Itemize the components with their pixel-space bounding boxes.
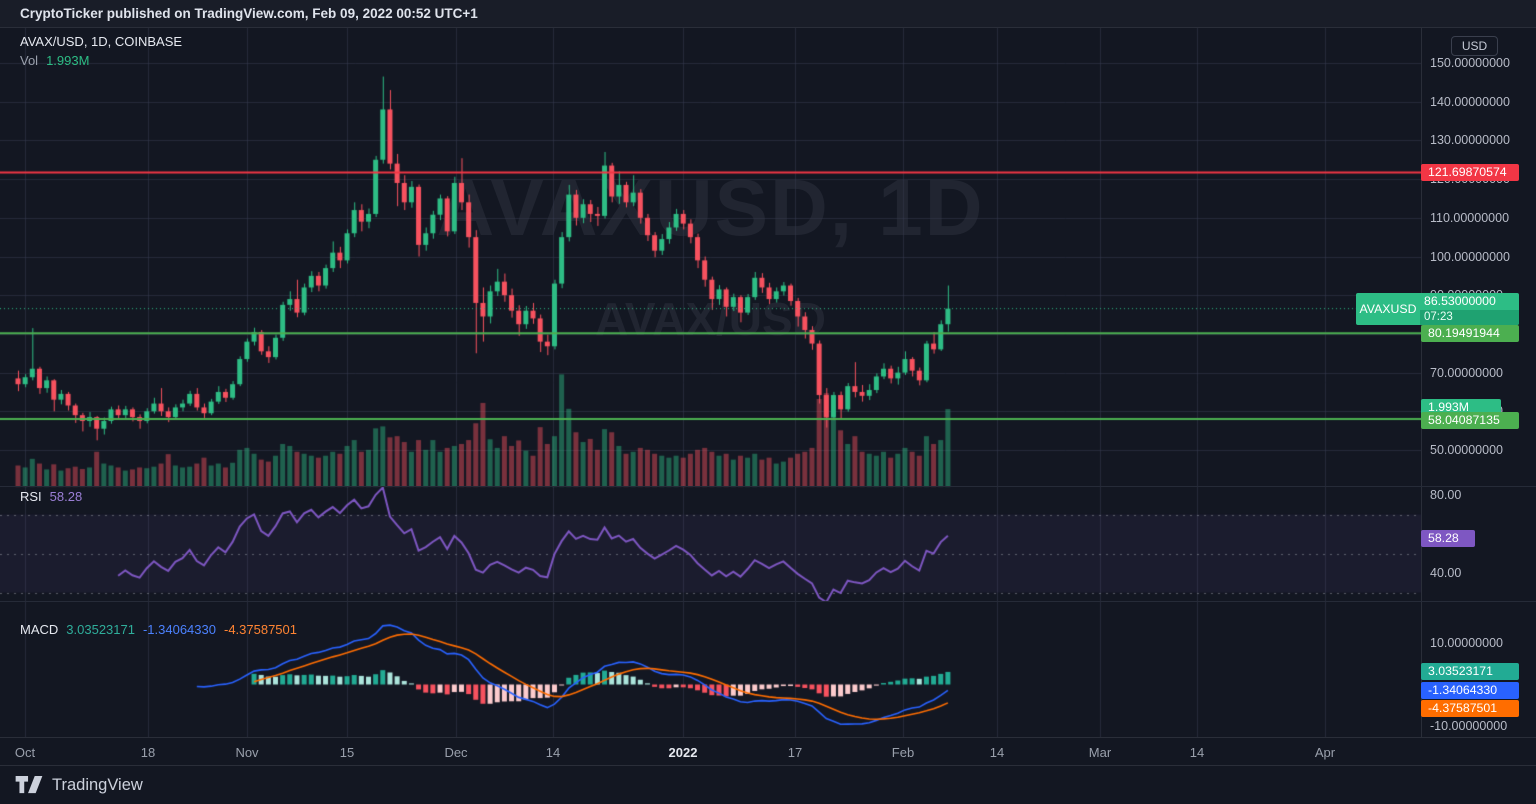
rsi-tick-bottom: 40.00	[1430, 566, 1462, 580]
macd-tick-bottom: -10.00000000	[1430, 719, 1508, 733]
price-tick: 140.00000000	[1430, 95, 1510, 109]
time-label: Nov	[235, 745, 259, 760]
time-label-year: 2022	[668, 745, 698, 760]
price-tick: 70.00000000	[1430, 366, 1503, 380]
chart-canvas[interactable]	[0, 28, 1421, 737]
price-tick: 100.00000000	[1430, 250, 1510, 264]
time-label: 18	[140, 745, 156, 760]
tradingview-logo-icon[interactable]	[14, 775, 44, 796]
last-price-tag-value: 86.53000000	[1424, 294, 1496, 308]
resistance-price-tag: 121.69870574	[1421, 164, 1519, 181]
support-lower-tag: 58.04087135	[1421, 412, 1519, 429]
rsi-value: 58.28	[49, 489, 83, 504]
macd-line-value: -1.34064330	[142, 622, 216, 637]
symbol-legend[interactable]: AVAX/USD, 1D, COINBASE	[20, 34, 190, 49]
macd-hist-value: 3.03523171	[66, 622, 135, 637]
published-bar: CryptoTicker published on TradingView.co…	[0, 0, 1536, 28]
time-label: 14	[1189, 745, 1205, 760]
rsi-legend[interactable]: RSI 58.28	[20, 489, 90, 504]
bar-countdown: 07:23	[1420, 310, 1519, 325]
time-label: Apr	[1314, 745, 1336, 760]
macd-line-tag: -1.34064330	[1421, 682, 1519, 699]
rsi-tag: 58.28	[1421, 530, 1475, 547]
macd-signal-tag: -4.37587501	[1421, 700, 1519, 717]
time-label: 14	[989, 745, 1005, 760]
pane-separator-macd[interactable]	[0, 601, 1536, 602]
last-price-tag: AVAXUSD 86.53000000 07:23	[1356, 293, 1519, 325]
tradingview-brand[interactable]: TradingView	[52, 776, 143, 794]
price-tick: 130.00000000	[1430, 133, 1510, 147]
rsi-label: RSI	[20, 489, 42, 504]
time-label: 15	[339, 745, 355, 760]
macd-label: MACD	[20, 622, 59, 637]
support-upper-tag: 80.19491944	[1421, 325, 1519, 342]
footer: TradingView	[0, 767, 1536, 804]
time-label: Dec	[444, 745, 468, 760]
volume-label: Vol	[20, 53, 39, 68]
time-label: 17	[787, 745, 803, 760]
currency-usd-button[interactable]: USD	[1451, 36, 1498, 56]
last-price-tag-symbol: AVAXUSD	[1359, 302, 1417, 316]
published-text: CryptoTicker published on TradingView.co…	[20, 6, 478, 21]
time-label: Oct	[14, 745, 36, 760]
time-label: 14	[545, 745, 561, 760]
macd-legend[interactable]: MACD 3.03523171 -1.34064330 -4.37587501	[20, 622, 305, 637]
symbol-title: AVAX/USD, 1D, COINBASE	[20, 34, 183, 49]
time-axis[interactable]: Oct 18 Nov 15 Dec 14 2022 17 Feb 14 Mar …	[0, 737, 1536, 766]
volume-tag: 1.993M	[1421, 399, 1501, 416]
pane-separator-rsi[interactable]	[0, 486, 1536, 487]
volume-legend[interactable]: Vol 1.993M	[20, 53, 97, 68]
macd-hist-tag: 3.03523171	[1421, 663, 1519, 680]
price-tick: 110.00000000	[1430, 211, 1510, 225]
time-label: Mar	[1088, 745, 1112, 760]
macd-tick-top: 10.00000000	[1430, 636, 1503, 650]
time-label: Feb	[891, 745, 915, 760]
price-tick: 150.00000000	[1430, 56, 1510, 70]
price-tick: 50.00000000	[1430, 443, 1503, 457]
volume-value: 1.993M	[46, 53, 90, 68]
price-axis-border	[1421, 28, 1422, 737]
macd-signal-value: -4.37587501	[223, 622, 297, 637]
rsi-tick-top: 80.00	[1430, 488, 1462, 502]
